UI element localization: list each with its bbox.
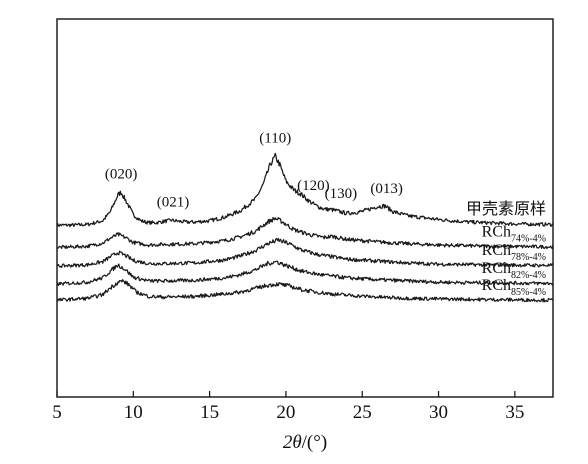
- plot-frame: [56, 18, 554, 398]
- series-label: 甲壳素原样: [466, 200, 546, 218]
- peak-label: (130): [325, 186, 358, 202]
- peak-label: (110): [259, 130, 291, 146]
- x-tick-label: 5: [52, 402, 62, 423]
- series-label: RCh74%-4%: [482, 224, 546, 245]
- series-line-1: [56, 216, 554, 250]
- series-line-0: [56, 152, 554, 228]
- series-line-2: [56, 237, 554, 269]
- x-tick-label: 30: [429, 402, 448, 423]
- x-axis-label: 2θ/(°): [283, 432, 327, 453]
- series-label: RCh78%-4%: [482, 242, 546, 263]
- x-tick-label: 15: [200, 402, 219, 423]
- x-tick-label: 20: [276, 402, 295, 423]
- peak-label: (021): [157, 194, 190, 210]
- x-tick-label: 35: [505, 402, 524, 423]
- series-line-3: [56, 260, 554, 286]
- peak-label: (120): [297, 178, 330, 194]
- x-tick-label: 10: [124, 402, 143, 423]
- peak-label: (020): [105, 166, 138, 182]
- series-label: RCh85%-4%: [482, 277, 546, 298]
- peak-labels: (020) (021) (110) (120)(130) (013): [105, 130, 403, 210]
- series-label: RCh82%-4%: [482, 260, 546, 281]
- x-tick-label: 25: [353, 402, 372, 423]
- series-line-4: [56, 278, 554, 303]
- series-lines: [56, 152, 554, 303]
- x-ticks: 5 10 15 20 25 30 35: [52, 391, 524, 423]
- series-labels: 甲壳素原样 RCh74%-4%RCh78%-4%RCh82%-4%RCh85%-4…: [466, 200, 546, 298]
- peak-label: (013): [370, 181, 403, 197]
